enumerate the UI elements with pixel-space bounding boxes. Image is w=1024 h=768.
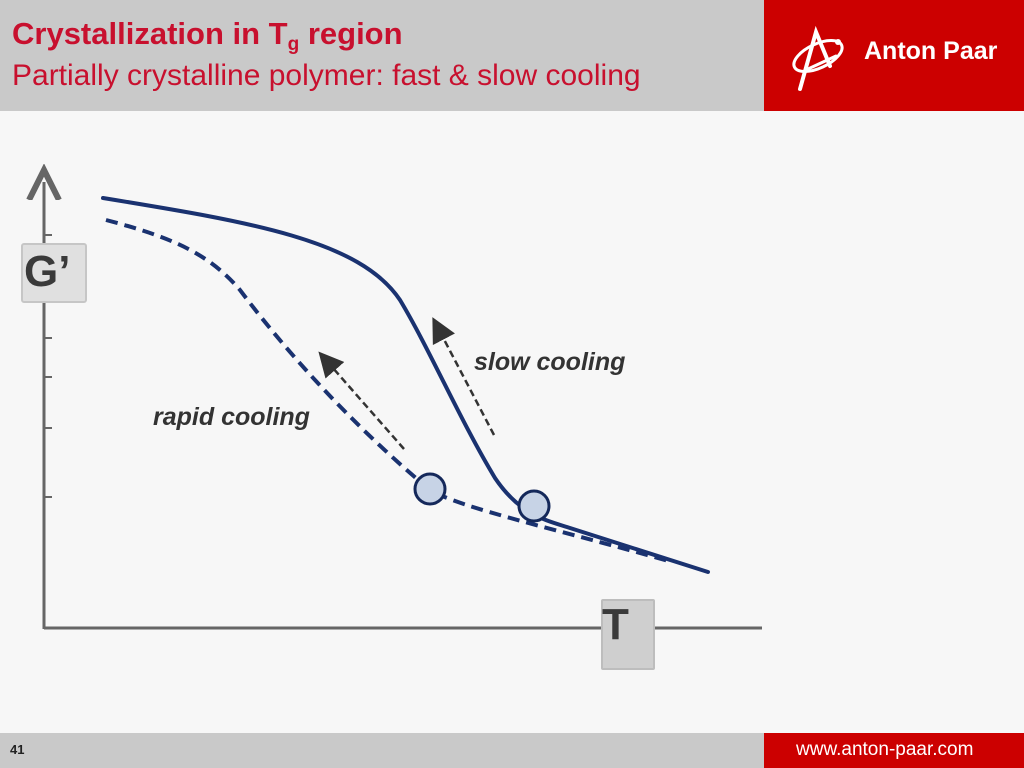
slide-subtitle: Partially crystalline polymer: fast & sl… <box>12 59 641 92</box>
slow-cooling-curve <box>101 196 710 574</box>
y-axis-label: G’ <box>24 247 71 296</box>
slow-cooling-label: slow cooling <box>474 348 626 376</box>
rapid-cooling-tg-marker <box>413 472 447 506</box>
page-number: 41 <box>10 742 25 757</box>
rapid-cooling-arrow <box>318 351 405 450</box>
rapid-cooling-label: rapid cooling <box>153 403 310 431</box>
slide-title: Crystallization in Tg region <box>12 16 403 55</box>
footer-url: www.anton-paar.com <box>796 739 974 760</box>
slow-cooling-tg-marker <box>517 489 551 523</box>
x-axis-label-box <box>601 599 655 670</box>
logo-text: Anton Paar <box>864 37 998 65</box>
header-bar <box>0 0 764 111</box>
footer-bar <box>0 733 764 768</box>
slow-cooling-arrow <box>432 317 496 436</box>
x-axis-label: T <box>602 600 629 649</box>
y-axis-label-box <box>21 243 87 303</box>
footer-brand-panel <box>764 733 1024 768</box>
rapid-cooling-curve <box>105 218 673 564</box>
logo-panel <box>764 0 1024 111</box>
anton-paar-logo-icon <box>792 25 844 91</box>
